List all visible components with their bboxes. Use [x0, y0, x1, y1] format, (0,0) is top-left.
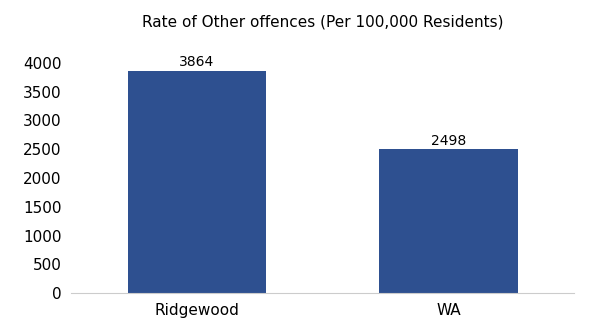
Bar — [128, 71, 266, 293]
Title: Rate of Other offences (Per 100,000 Residents): Rate of Other offences (Per 100,000 Resi… — [142, 14, 503, 29]
Text: 3864: 3864 — [179, 55, 214, 69]
Text: 2498: 2498 — [431, 134, 466, 148]
Bar — [379, 150, 517, 293]
